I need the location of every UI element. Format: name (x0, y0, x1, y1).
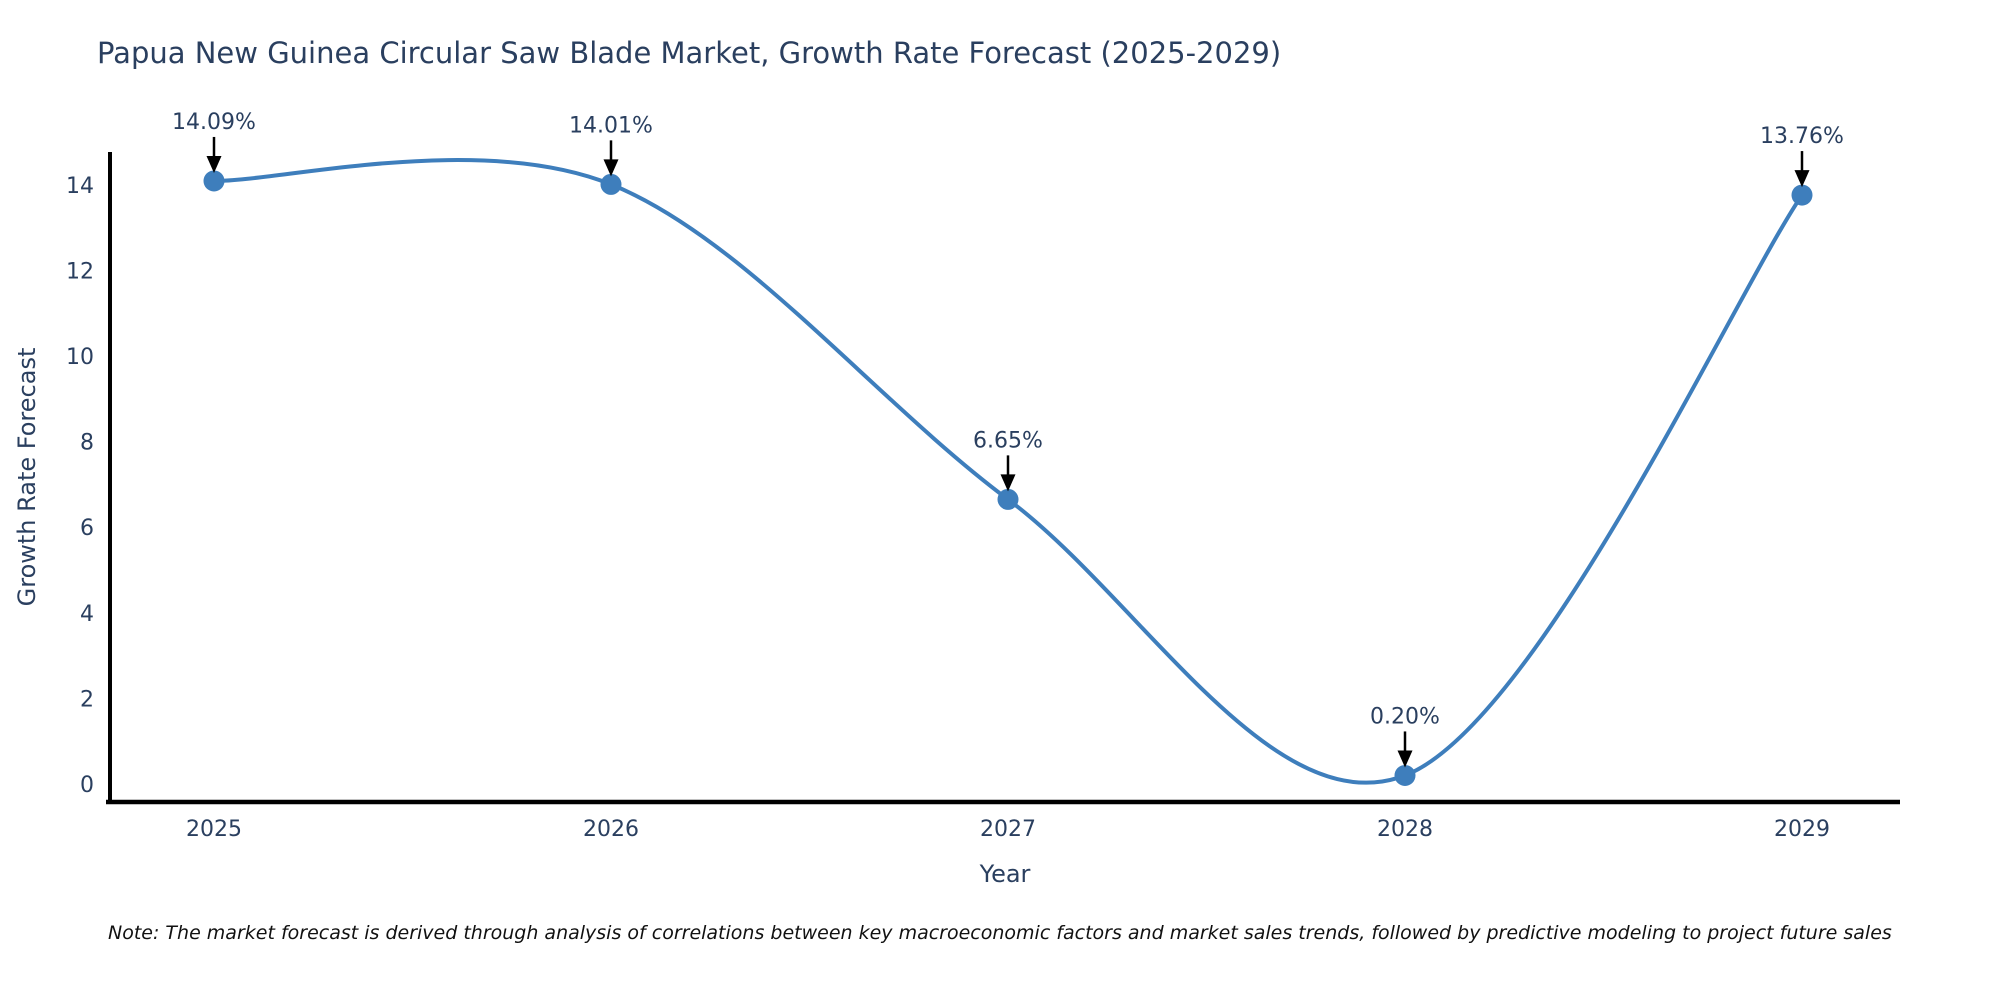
x-axis-title: Year (979, 860, 1031, 888)
y-axis-title: Growth Rate Forecast (13, 347, 41, 607)
data-point-marker[interactable] (1791, 184, 1813, 206)
footnote: Note: The market forecast is derived thr… (108, 922, 1892, 944)
y-tick-label: 10 (66, 345, 94, 370)
annotation-label: 6.65% (973, 428, 1043, 453)
x-tick-label: 2029 (1774, 817, 1830, 842)
x-tick-label: 2025 (186, 817, 242, 842)
forecast-line (212, 158, 1804, 785)
data-point-marker[interactable] (997, 488, 1019, 510)
annotation-arrowhead-icon (206, 155, 222, 173)
annotation-arrowhead-icon (1794, 170, 1810, 188)
data-point-marker[interactable] (600, 173, 622, 195)
annotation-arrowhead-icon (1397, 750, 1413, 768)
y-tick-label: 2 (80, 687, 94, 712)
data-point-marker[interactable] (1394, 764, 1416, 786)
y-tick-label: 14 (66, 174, 94, 199)
y-tick-label: 12 (66, 259, 94, 284)
y-tick-label: 0 (80, 773, 94, 798)
y-tick-label: 8 (80, 431, 94, 456)
annotation-label: 14.01% (569, 113, 653, 138)
x-tick-label: 2028 (1377, 817, 1433, 842)
x-tick-label: 2027 (980, 817, 1036, 842)
y-tick-label: 4 (80, 602, 94, 627)
annotation-label: 0.20% (1370, 704, 1440, 729)
chart-title: Papua New Guinea Circular Saw Blade Mark… (97, 36, 1282, 70)
x-tick-label: 2026 (583, 817, 639, 842)
annotation-label: 14.09% (172, 110, 256, 135)
y-tick-label: 6 (80, 516, 94, 541)
annotation-arrowhead-icon (1000, 474, 1016, 492)
data-point-marker[interactable] (203, 170, 225, 192)
annotation-label: 13.76% (1760, 124, 1844, 149)
annotation-arrowhead-icon (603, 159, 619, 177)
